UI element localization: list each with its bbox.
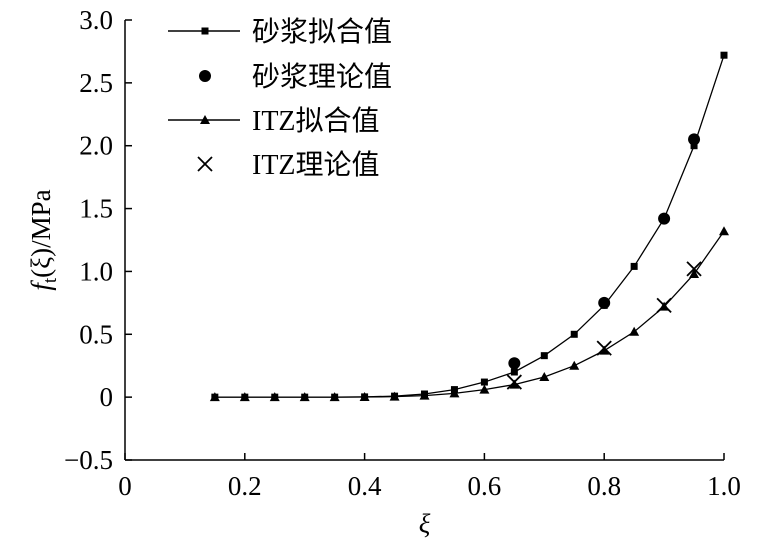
x-axis-title: ξ xyxy=(419,509,431,539)
series-2 xyxy=(508,133,701,370)
data-point-square xyxy=(720,51,728,59)
x-tick-label: 0.6 xyxy=(468,471,502,501)
data-point-triangle xyxy=(209,392,220,402)
x-tick-label: 0.8 xyxy=(587,471,621,501)
data-point-square xyxy=(570,330,578,338)
x-tick-label: 1.0 xyxy=(707,471,741,501)
data-point-triangle xyxy=(449,388,460,398)
legend-label: 砂浆拟合值 xyxy=(252,16,392,48)
cross-stroke xyxy=(686,261,702,277)
y-axis-title-f: f xyxy=(26,280,56,291)
y-tick-label: 0.5 xyxy=(79,319,113,349)
data-point-square xyxy=(510,368,518,376)
data-point-circle xyxy=(199,70,211,82)
data-point-circle xyxy=(598,296,611,309)
y-tick-label: 3.0 xyxy=(79,5,113,35)
data-point-triangle xyxy=(599,345,610,355)
y-axis-title: ft(ξ)/MPa xyxy=(26,189,61,290)
legend-item-4: ITZ理论值 xyxy=(197,149,380,181)
y-axis-title-sub: t xyxy=(40,277,61,283)
data-point-cross xyxy=(656,297,672,314)
y-tick-label: −0.5 xyxy=(64,445,113,475)
data-point-triangle xyxy=(329,392,340,402)
y-tick-label: 2.5 xyxy=(79,68,113,98)
data-point-triangle xyxy=(629,326,640,336)
data-point-square xyxy=(630,262,638,270)
data-point-cross xyxy=(197,156,213,172)
legend-item-1: 砂浆拟合值 xyxy=(168,16,392,48)
legend-label: ITZ拟合值 xyxy=(252,105,380,137)
data-point-triangle xyxy=(569,360,580,370)
y-tick-label: 0 xyxy=(100,382,114,412)
cross-stroke xyxy=(197,156,213,172)
data-point-square xyxy=(480,378,488,386)
y-axis-title-rest: (ξ)/MPa xyxy=(26,189,56,278)
data-point-triangle xyxy=(689,268,700,278)
data-point-triangle xyxy=(419,390,430,400)
x-tick-label: 0.2 xyxy=(228,471,262,501)
data-point-square xyxy=(201,27,209,35)
data-point-triangle xyxy=(479,384,490,394)
data-point-cross xyxy=(506,374,522,390)
data-point-cross xyxy=(596,340,612,356)
data-point-triangle xyxy=(719,226,729,236)
data-point-circle xyxy=(658,212,671,225)
series-3 xyxy=(209,226,729,402)
data-point-triangle xyxy=(539,372,550,382)
y-tick-label: 2.0 xyxy=(79,131,113,161)
cross-stroke xyxy=(506,374,522,390)
y-tick-label: 1.0 xyxy=(79,256,113,286)
data-point-triangle xyxy=(389,391,400,401)
legend-item-3: ITZ拟合值 xyxy=(168,105,380,137)
data-point-triangle xyxy=(239,392,250,402)
data-point-square xyxy=(540,352,548,360)
data-point-cross xyxy=(686,261,702,277)
data-point-triangle xyxy=(359,392,370,402)
legend-label: ITZ理论值 xyxy=(252,149,380,181)
series-group xyxy=(209,51,729,402)
data-point-triangle xyxy=(269,392,280,402)
y-tick-label: 1.5 xyxy=(79,194,113,224)
data-point-triangle xyxy=(299,392,310,402)
series-4 xyxy=(506,261,702,390)
cross-stroke xyxy=(596,340,612,356)
data-point-square xyxy=(690,142,698,150)
data-point-circle xyxy=(688,133,701,146)
axes: −0.500.51.01.52.02.53.00 0.2 0.4 0.6 0.8 1.0 xyxy=(64,5,741,501)
data-point-triangle xyxy=(200,115,210,124)
data-point-triangle xyxy=(509,379,520,389)
legend-item-2: 砂浆理论值 xyxy=(199,61,392,93)
series-1 xyxy=(211,51,728,401)
data-point-circle xyxy=(508,357,521,370)
cross-stroke xyxy=(656,297,672,314)
legend-label: 砂浆理论值 xyxy=(252,61,392,93)
x-tick-label: 0.4 xyxy=(348,471,382,501)
series-line xyxy=(214,230,725,398)
x-tick-label: 0 xyxy=(118,471,132,501)
